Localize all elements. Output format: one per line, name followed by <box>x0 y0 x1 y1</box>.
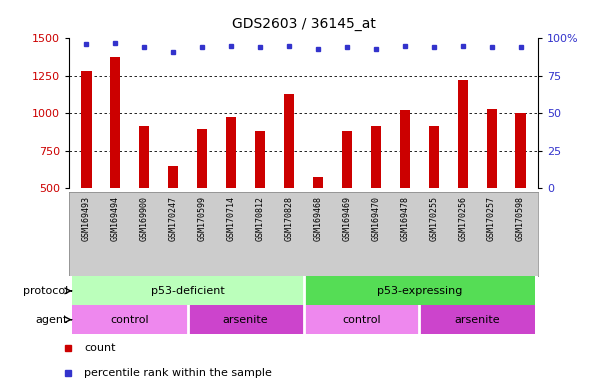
Text: GSM170714: GSM170714 <box>227 196 236 241</box>
Bar <box>72 276 304 305</box>
Text: control: control <box>342 314 380 325</box>
Bar <box>188 305 304 334</box>
Text: GSM170247: GSM170247 <box>169 196 178 241</box>
Bar <box>371 126 381 188</box>
Text: arsenite: arsenite <box>454 314 500 325</box>
Text: GSM170255: GSM170255 <box>429 196 438 241</box>
Text: protocol: protocol <box>23 286 69 296</box>
Bar <box>255 131 265 188</box>
Text: GSM170256: GSM170256 <box>458 196 467 241</box>
Bar <box>487 109 496 188</box>
Text: GSM169469: GSM169469 <box>343 196 352 241</box>
Text: GSM170828: GSM170828 <box>284 196 293 241</box>
Text: control: control <box>111 314 149 325</box>
Text: GSM169494: GSM169494 <box>111 196 120 241</box>
Bar <box>429 126 439 188</box>
Bar <box>197 129 207 188</box>
Text: GDS2603 / 36145_at: GDS2603 / 36145_at <box>231 17 376 31</box>
Bar <box>304 276 535 305</box>
Bar <box>313 177 323 188</box>
Bar <box>72 305 188 334</box>
Text: p53-expressing: p53-expressing <box>377 286 462 296</box>
Bar <box>139 126 150 188</box>
Text: GSM170598: GSM170598 <box>516 196 525 241</box>
Text: GSM170812: GSM170812 <box>255 196 264 241</box>
Bar <box>81 71 91 188</box>
Text: agent: agent <box>36 314 69 325</box>
Bar <box>457 80 468 188</box>
Text: GSM169468: GSM169468 <box>314 196 323 241</box>
Bar <box>419 305 535 334</box>
Bar <box>516 113 526 188</box>
Text: GSM169478: GSM169478 <box>400 196 409 241</box>
Text: GSM169493: GSM169493 <box>82 196 91 241</box>
Bar <box>400 110 410 188</box>
Bar <box>226 117 236 188</box>
Text: arsenite: arsenite <box>223 314 269 325</box>
Text: p53-deficient: p53-deficient <box>151 286 225 296</box>
Text: GSM169900: GSM169900 <box>140 196 149 241</box>
Bar <box>342 131 352 188</box>
Text: count: count <box>84 343 115 353</box>
Bar <box>284 94 294 188</box>
Text: GSM170599: GSM170599 <box>198 196 207 241</box>
Text: percentile rank within the sample: percentile rank within the sample <box>84 368 272 378</box>
Bar <box>168 166 178 188</box>
Text: GSM170257: GSM170257 <box>487 196 496 241</box>
Text: GSM169470: GSM169470 <box>371 196 380 241</box>
Bar <box>111 57 120 188</box>
Bar <box>304 305 419 334</box>
